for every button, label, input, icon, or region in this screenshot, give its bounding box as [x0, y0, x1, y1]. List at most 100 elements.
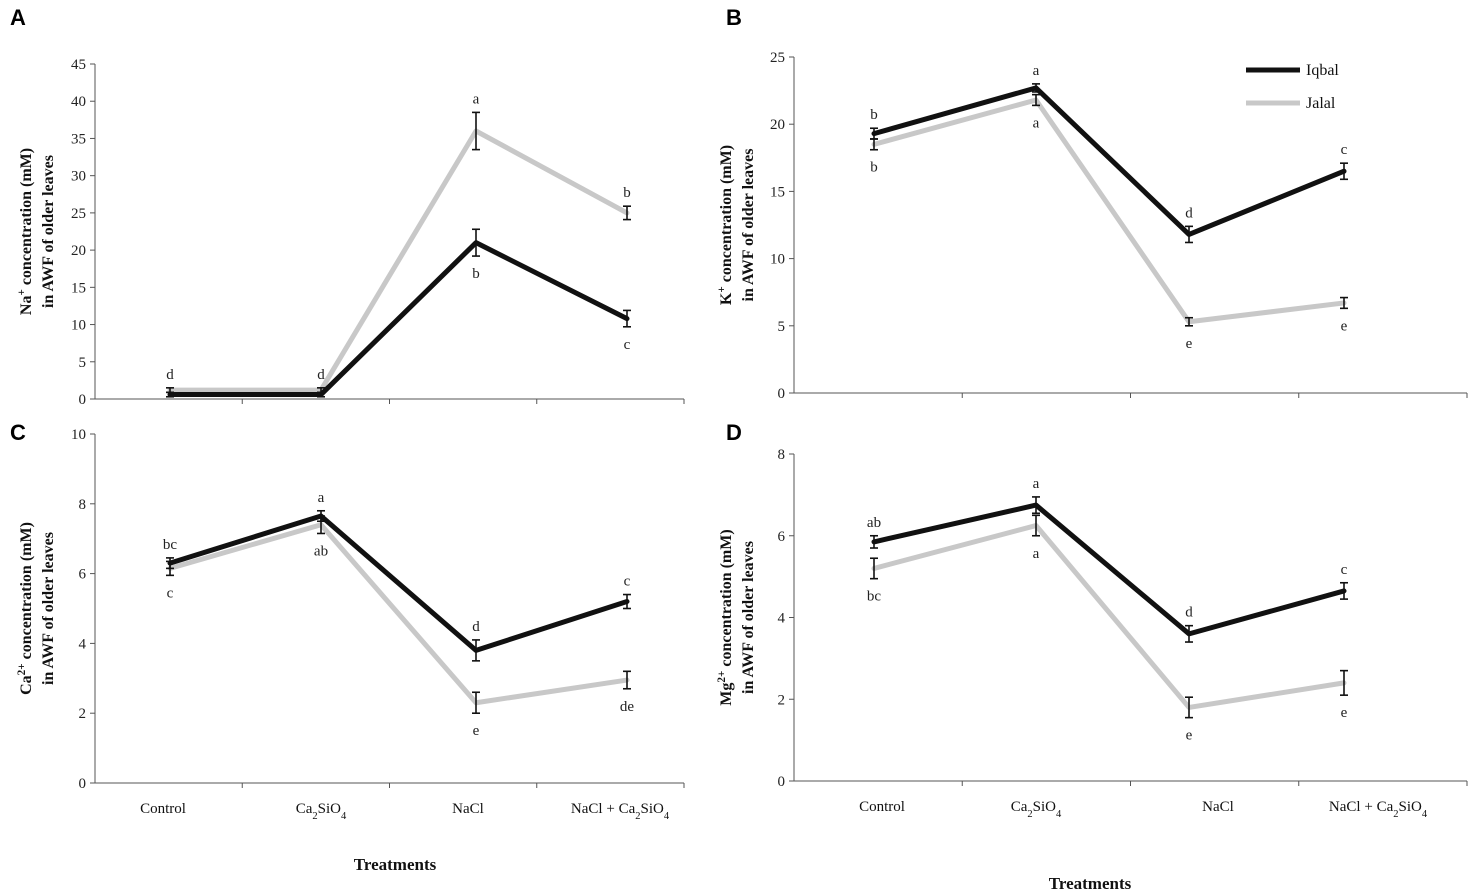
panel-d: D 0 2 4 6 8 Mg2+ concentration (mM) in AWF of o…	[716, 420, 1468, 820]
y-tick-label: 2	[79, 706, 87, 722]
significance-letter: b	[623, 185, 631, 201]
y-tick-label: 5	[778, 319, 786, 335]
y-tick-label: 6	[79, 567, 87, 583]
y-tick-label: 10	[71, 427, 86, 443]
significance-letter: d	[472, 619, 480, 635]
y-tick-label: 2	[778, 692, 786, 708]
y-axis-label-line-2: in AWF of older leaves	[740, 541, 757, 694]
significance-letter: c	[1341, 562, 1348, 578]
y-tick-label: 10	[71, 318, 86, 334]
y-tick-label: 4	[79, 636, 87, 652]
significance-letter: bc	[163, 537, 178, 553]
legend-item-iqbal: Iqbal	[1246, 62, 1339, 79]
significance-letter: bc	[867, 589, 882, 605]
y-tick-label: 10	[770, 252, 785, 268]
y-axis-label-line-1: Mg2+ concentration (mM)	[716, 529, 735, 705]
significance-letter: c	[624, 574, 631, 590]
significance-letter: a	[1033, 546, 1040, 562]
significance-letter: a	[1033, 63, 1040, 79]
x-category-label: Control	[140, 801, 186, 817]
y-tick-label: 0	[79, 392, 87, 408]
significance-letter: a	[318, 490, 325, 506]
x-category-label: NaCl	[452, 801, 484, 817]
y-axis-label: Mg2+ concentration (mM) in AWF of older l…	[716, 529, 757, 705]
panel-a: A 0 5 10 15 20 25 30 35 40 45 Na+ concentration (mM…	[10, 5, 685, 408]
panel-letter: A	[10, 5, 26, 30]
legend-item-jalal: Jalal	[1246, 95, 1336, 112]
significance-letter: e	[1186, 728, 1193, 744]
y-tick-label: 25	[71, 206, 86, 222]
y-tick-label: 6	[778, 529, 786, 545]
significance-letter: e	[473, 723, 480, 739]
x-axis-title: Treatments	[1049, 874, 1132, 891]
x-category-label: NaCl + Ca2SiO4	[1329, 799, 1428, 820]
y-tick-label: 45	[71, 57, 86, 73]
x-category-label: NaCl + Ca2SiO4	[571, 801, 670, 822]
significance-letter: b	[472, 266, 480, 282]
panel-letter: D	[726, 420, 742, 445]
panel-letter: B	[726, 5, 742, 30]
series-line-jalal	[167, 128, 630, 393]
significance-letter: e	[1341, 318, 1348, 334]
significance-letter: d	[1185, 605, 1193, 621]
y-tick-label: 8	[79, 497, 87, 513]
panel-letter: C	[10, 420, 26, 445]
panel-b: B 0 5 10 15 20 25 K+ concentration (mM) in AWF o…	[716, 5, 1468, 402]
y-tick-label: 15	[71, 280, 86, 296]
significance-letter: ab	[314, 543, 328, 559]
panel-c: C 0 2 4 6 8 10 Ca2+ concentration (mM) in AWF of…	[10, 420, 685, 822]
series-line-iqbal	[871, 502, 1347, 637]
significance-letter: a	[473, 91, 480, 107]
series-line-iqbal	[167, 240, 630, 398]
significance-letter: d	[1185, 205, 1193, 221]
y-tick-label: 4	[778, 611, 786, 627]
y-tick-label: 25	[770, 50, 785, 66]
y-tick-label: 8	[778, 447, 786, 463]
significance-letter: e	[1341, 705, 1348, 721]
series-line-jalal	[871, 523, 1347, 710]
y-axis-label-line-2: in AWF of older leaves	[740, 149, 757, 302]
x-category-label: Control	[859, 799, 905, 815]
y-axis-label: Na+ concentration (mM) in AWF of older le…	[16, 148, 57, 315]
y-tick-label: 20	[71, 243, 86, 259]
y-tick-label: 5	[79, 355, 87, 371]
y-tick-label: 0	[778, 774, 786, 790]
y-tick-label: 20	[770, 117, 785, 133]
significance-letter: d	[166, 367, 174, 383]
significance-letter: a	[1033, 115, 1040, 131]
significance-letter: ab	[867, 515, 881, 531]
significance-letter: d	[317, 367, 325, 383]
y-tick-label: 35	[71, 131, 86, 147]
y-axis-label: K+ concentration (mM) in AWF of older lea…	[716, 145, 757, 305]
series-line-jalal	[167, 522, 630, 706]
y-axis-label-line-1: K+ concentration (mM)	[716, 145, 735, 305]
significance-letter: de	[620, 699, 635, 715]
significance-letter: e	[1186, 336, 1193, 352]
significance-letter: b	[870, 160, 878, 176]
y-tick-label: 40	[71, 94, 86, 110]
y-tick-label: 30	[71, 169, 86, 185]
significance-letter: c	[167, 585, 174, 601]
series-line-iqbal	[871, 85, 1347, 237]
y-tick-label: 15	[770, 184, 785, 200]
legend: Iqbal Jalal	[1246, 62, 1339, 112]
x-category-label: NaCl	[1202, 799, 1234, 815]
significance-letter: a	[1033, 476, 1040, 492]
x-axis-title: Treatments	[354, 855, 437, 874]
legend-label: Jalal	[1306, 95, 1336, 112]
significance-letter: b	[870, 107, 878, 123]
x-category-label: Ca2SiO4	[1011, 799, 1062, 820]
y-tick-label: 0	[79, 776, 87, 792]
y-axis-label: Ca2+ concentration (mM) in AWF of older l…	[16, 522, 57, 695]
significance-letter: c	[624, 337, 631, 353]
significance-letter: c	[1341, 142, 1348, 158]
y-axis-label-line-2: in AWF of older leaves	[40, 155, 57, 308]
y-axis-label-line-1: Ca2+ concentration (mM)	[16, 522, 35, 695]
series-line-iqbal	[167, 513, 630, 653]
y-tick-label: 0	[778, 386, 786, 402]
y-axis-label-line-1: Na+ concentration (mM)	[16, 148, 35, 315]
y-axis-label-line-2: in AWF of older leaves	[40, 532, 57, 685]
x-category-label: Ca2SiO4	[296, 801, 347, 822]
legend-label: Iqbal	[1306, 62, 1339, 79]
